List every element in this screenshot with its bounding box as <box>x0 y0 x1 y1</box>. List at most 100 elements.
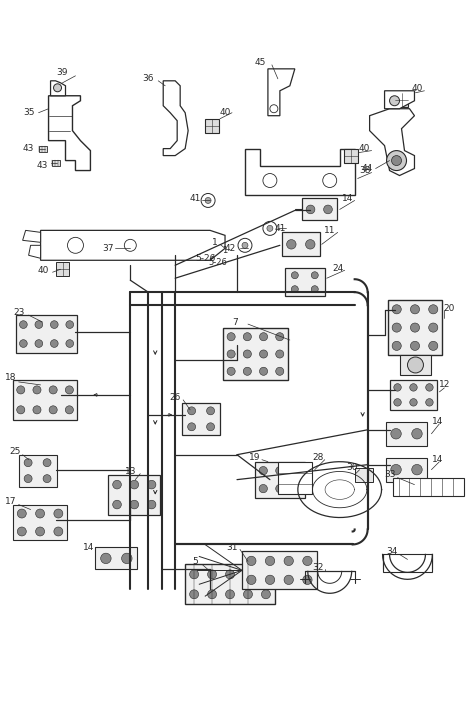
Text: 24: 24 <box>332 264 343 273</box>
Circle shape <box>276 333 284 341</box>
Circle shape <box>263 221 277 235</box>
Circle shape <box>35 340 43 348</box>
Circle shape <box>43 475 51 483</box>
Text: 40: 40 <box>38 266 49 274</box>
Text: 32: 32 <box>312 563 323 572</box>
Text: 38: 38 <box>359 166 370 175</box>
Polygon shape <box>28 245 41 258</box>
Circle shape <box>33 406 41 414</box>
Bar <box>400 355 431 375</box>
Circle shape <box>43 459 51 466</box>
Circle shape <box>65 406 73 414</box>
Circle shape <box>262 590 270 599</box>
Polygon shape <box>41 230 225 260</box>
Circle shape <box>243 368 251 375</box>
Text: 40: 40 <box>412 85 423 93</box>
Bar <box>95 547 137 570</box>
Text: 26: 26 <box>170 393 181 402</box>
Bar <box>285 268 325 296</box>
Text: 45: 45 <box>254 58 265 68</box>
Bar <box>205 119 219 133</box>
Text: 43: 43 <box>37 161 48 170</box>
Circle shape <box>227 350 235 358</box>
Polygon shape <box>245 149 355 196</box>
Circle shape <box>147 481 156 489</box>
Text: 5-26: 5-26 <box>209 258 228 267</box>
Circle shape <box>122 553 132 564</box>
Bar <box>13 505 67 540</box>
Circle shape <box>410 384 417 391</box>
Circle shape <box>54 509 63 518</box>
Circle shape <box>66 340 73 348</box>
Circle shape <box>259 466 267 475</box>
Circle shape <box>33 386 41 394</box>
Circle shape <box>208 570 217 579</box>
Text: 39: 39 <box>57 68 68 77</box>
Circle shape <box>208 590 217 599</box>
Circle shape <box>188 407 196 415</box>
Text: 1: 1 <box>212 238 218 247</box>
Circle shape <box>311 272 318 279</box>
Circle shape <box>391 429 401 439</box>
Circle shape <box>259 484 267 493</box>
Circle shape <box>35 321 43 328</box>
Circle shape <box>410 341 419 351</box>
Bar <box>38 146 46 151</box>
Bar <box>383 555 432 572</box>
Text: 23: 23 <box>13 308 24 316</box>
Circle shape <box>276 466 284 475</box>
Circle shape <box>201 193 215 208</box>
Text: 12: 12 <box>439 380 450 390</box>
Bar <box>385 422 428 446</box>
Bar <box>355 468 373 481</box>
Circle shape <box>130 481 138 489</box>
Circle shape <box>124 240 137 251</box>
Circle shape <box>303 575 312 584</box>
Circle shape <box>394 384 401 391</box>
Circle shape <box>392 305 401 314</box>
Circle shape <box>243 350 251 358</box>
Circle shape <box>36 509 45 518</box>
Circle shape <box>287 240 296 249</box>
Polygon shape <box>370 109 414 176</box>
Circle shape <box>412 464 422 475</box>
Circle shape <box>408 357 423 373</box>
Polygon shape <box>384 91 414 109</box>
Bar <box>185 565 275 604</box>
Circle shape <box>390 96 400 106</box>
Circle shape <box>190 590 199 599</box>
Circle shape <box>244 590 253 599</box>
Text: 14: 14 <box>342 194 353 203</box>
Text: 41: 41 <box>274 224 285 233</box>
Circle shape <box>18 509 26 518</box>
Polygon shape <box>268 69 295 116</box>
Bar <box>344 149 358 163</box>
Polygon shape <box>51 81 65 96</box>
Text: 44: 44 <box>362 164 373 173</box>
Circle shape <box>205 198 211 203</box>
Circle shape <box>246 556 256 565</box>
Circle shape <box>392 341 401 351</box>
Circle shape <box>410 323 419 332</box>
Circle shape <box>54 527 63 536</box>
Bar <box>385 458 428 481</box>
Circle shape <box>226 590 235 599</box>
Circle shape <box>113 501 121 509</box>
Circle shape <box>259 333 268 341</box>
Circle shape <box>238 238 252 252</box>
Circle shape <box>54 84 62 92</box>
Text: 14: 14 <box>83 543 94 552</box>
Bar <box>394 92 409 107</box>
Circle shape <box>147 501 156 509</box>
Text: 5-26: 5-26 <box>195 254 215 263</box>
Circle shape <box>265 575 275 584</box>
Text: 14: 14 <box>432 417 443 427</box>
Circle shape <box>49 386 57 394</box>
Circle shape <box>284 556 293 565</box>
Bar <box>16 315 77 353</box>
Circle shape <box>387 151 407 171</box>
Text: 35: 35 <box>23 108 34 117</box>
Circle shape <box>188 423 196 431</box>
Circle shape <box>242 242 248 248</box>
Circle shape <box>259 350 268 358</box>
